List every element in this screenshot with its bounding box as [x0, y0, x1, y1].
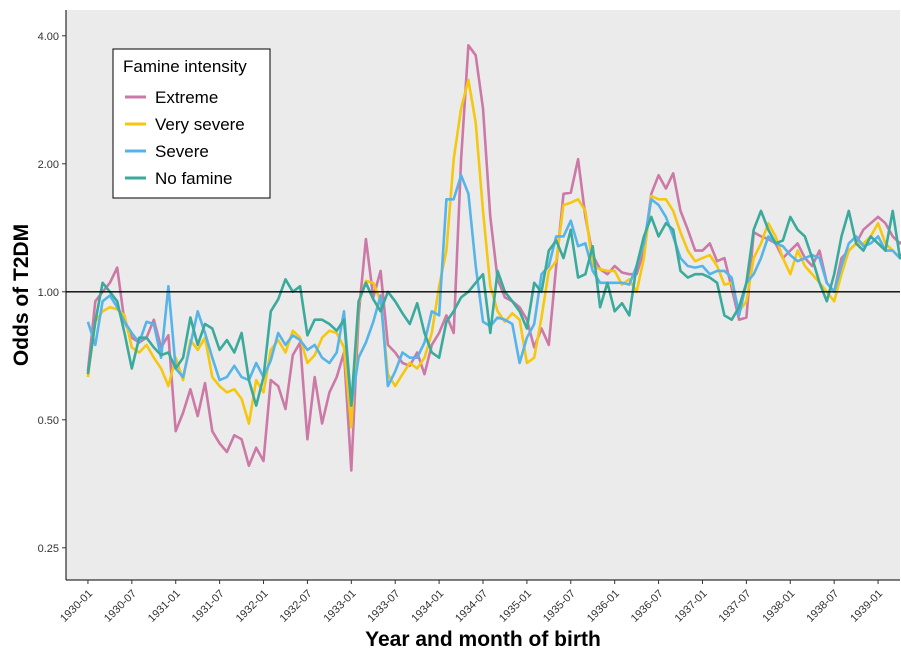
- series-line-very-severe: [86, 78, 901, 429]
- x-tick-label: 1934-01: [409, 588, 446, 625]
- series-line-severe: [86, 173, 901, 407]
- y-axis-ticks: 0.25 0.50 1.00 2.00 4.00: [38, 31, 66, 555]
- x-tick-label: 1933-01: [321, 588, 358, 625]
- x-tick-label: 1932-07: [278, 588, 315, 625]
- x-tick-label: 1935-07: [541, 588, 578, 625]
- x-tick-label: 1936-01: [585, 588, 622, 625]
- x-tick-label: 1939-01: [848, 588, 885, 625]
- legend-title: Famine intensity: [123, 57, 247, 76]
- legend-items: Extreme Very severe Severe No famine: [125, 88, 245, 188]
- x-tick-label: 1930-07: [102, 588, 139, 625]
- legend-label: Severe: [155, 142, 209, 161]
- legend-label: Very severe: [155, 115, 245, 134]
- x-tick-label: 1936-07: [629, 588, 666, 625]
- y-tick-label: 4.00: [38, 31, 59, 43]
- legend-label: No famine: [155, 169, 232, 188]
- x-tick-label: 1932-01: [234, 588, 271, 625]
- x-tick-label: 1937-07: [717, 588, 754, 625]
- y-tick-label: 2.00: [38, 159, 59, 171]
- legend: Famine intensity Extreme Very severe Sever…: [112, 48, 271, 199]
- x-tick-label: 1938-07: [804, 588, 841, 625]
- y-tick-label: 1.00: [38, 287, 59, 299]
- x-tick-label: 1937-01: [673, 588, 710, 625]
- y-tick-label: 0.50: [38, 415, 59, 427]
- x-axis-ticks: 1930-01 1930-07 1931-01 1931-07 1932-01 1932-…: [58, 580, 885, 625]
- y-axis-title: Odds of T2DM: [10, 224, 33, 366]
- x-axis-title: Year and month of birth: [365, 628, 601, 651]
- legend-label: Extreme: [155, 88, 218, 107]
- x-tick-label: 1931-01: [146, 588, 183, 625]
- x-tick-label: 1934-07: [453, 588, 490, 625]
- x-tick-label: 1931-07: [190, 588, 227, 625]
- x-tick-label: 1938-01: [760, 588, 797, 625]
- x-tick-label: 1935-01: [497, 588, 534, 625]
- x-tick-label: 1930-01: [58, 588, 95, 625]
- x-tick-label: 1933-07: [365, 588, 402, 625]
- y-tick-label: 0.25: [38, 543, 59, 555]
